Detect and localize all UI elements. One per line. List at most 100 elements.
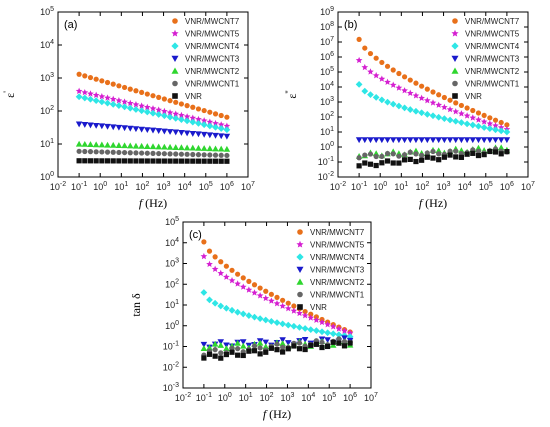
legend-marker <box>171 42 179 50</box>
data-point <box>274 294 280 300</box>
panel-label: (b) <box>344 19 357 31</box>
data-point <box>280 344 286 350</box>
data-point <box>469 114 477 121</box>
data-point <box>480 124 488 131</box>
data-point <box>223 273 230 280</box>
data-point <box>341 343 348 349</box>
data-point <box>256 315 264 322</box>
data-point <box>384 78 391 85</box>
data-point <box>307 314 315 321</box>
data-point <box>498 151 504 157</box>
data-point <box>257 345 263 351</box>
data-point <box>301 312 309 319</box>
y-tick-label: 100 <box>320 141 334 152</box>
data-point <box>245 312 253 319</box>
series-vnr-mwcnt4 <box>200 289 354 340</box>
data-point <box>206 296 213 304</box>
legend-marker <box>296 278 304 285</box>
data-point <box>212 347 218 353</box>
data-point <box>441 137 448 144</box>
data-point <box>92 97 100 104</box>
data-point <box>324 320 331 328</box>
data-point <box>435 137 442 144</box>
data-point <box>138 107 146 115</box>
data-point <box>486 125 494 133</box>
data-point <box>262 294 270 302</box>
data-point <box>195 144 202 151</box>
data-point <box>492 126 499 134</box>
data-point <box>487 148 493 155</box>
data-point <box>93 76 99 82</box>
data-point <box>200 341 208 348</box>
data-point <box>285 346 291 352</box>
data-point <box>279 320 287 328</box>
data-point <box>132 106 140 113</box>
data-point <box>407 149 413 155</box>
data-point <box>155 143 162 150</box>
x-axis-title: f (Hz) <box>139 196 167 210</box>
data-point <box>127 150 133 156</box>
x-tick-label: 103 <box>157 181 171 192</box>
data-point <box>234 280 241 287</box>
x-tick-label: 10-2 <box>50 181 66 192</box>
data-point <box>319 344 325 351</box>
data-point <box>419 157 425 163</box>
x-tick-label: 101 <box>114 181 128 192</box>
x-tick-label: 106 <box>220 181 234 192</box>
data-point <box>475 148 482 154</box>
x-tick-label: 103 <box>280 392 294 403</box>
data-point <box>223 263 229 269</box>
data-point <box>212 132 219 139</box>
data-point <box>284 340 292 347</box>
data-point <box>251 282 258 288</box>
data-point <box>355 137 363 144</box>
legend-label: VNR/MWCNT7 <box>185 17 240 26</box>
data-point <box>498 119 504 126</box>
data-point <box>144 150 150 156</box>
data-point <box>389 137 397 144</box>
legend-label: VNR <box>310 303 327 312</box>
data-point <box>206 344 213 351</box>
data-point <box>217 125 225 132</box>
data-point <box>367 68 374 75</box>
data-point <box>401 74 408 80</box>
data-point <box>234 339 241 346</box>
data-point <box>92 91 100 98</box>
data-point <box>211 299 219 307</box>
data-point <box>463 112 471 119</box>
data-point <box>395 84 403 91</box>
data-point <box>355 80 363 88</box>
y-tick-label: 101 <box>320 126 334 137</box>
data-point <box>235 346 241 352</box>
legend-marker <box>451 55 459 62</box>
y-tick-label: 103 <box>40 72 54 83</box>
data-point <box>110 149 116 155</box>
data-point <box>149 109 157 117</box>
data-point <box>190 151 196 158</box>
data-point <box>308 311 314 317</box>
data-point <box>87 74 94 81</box>
data-point <box>234 308 242 316</box>
data-point <box>156 158 162 164</box>
data-point <box>184 103 190 109</box>
data-point <box>257 351 263 357</box>
data-point <box>470 107 476 114</box>
legend-marker <box>297 291 303 298</box>
data-point <box>469 137 477 144</box>
data-point <box>217 145 225 152</box>
data-point <box>325 343 331 350</box>
data-point <box>290 322 298 330</box>
data-point <box>206 122 214 130</box>
x-tick-label: 100 <box>373 181 387 192</box>
data-point <box>144 91 150 97</box>
data-point <box>497 137 505 144</box>
data-point <box>401 157 408 163</box>
data-point <box>296 340 303 346</box>
legend: VNR/MWCNT7 VNR/MWCNT5 VNR/MWCNT4 VNR/MWCNT3… <box>451 17 520 101</box>
data-point <box>503 137 511 144</box>
series-vnr <box>201 339 353 361</box>
data-point <box>206 132 214 139</box>
data-point <box>389 81 397 88</box>
data-point <box>396 153 402 159</box>
data-point <box>223 304 230 312</box>
